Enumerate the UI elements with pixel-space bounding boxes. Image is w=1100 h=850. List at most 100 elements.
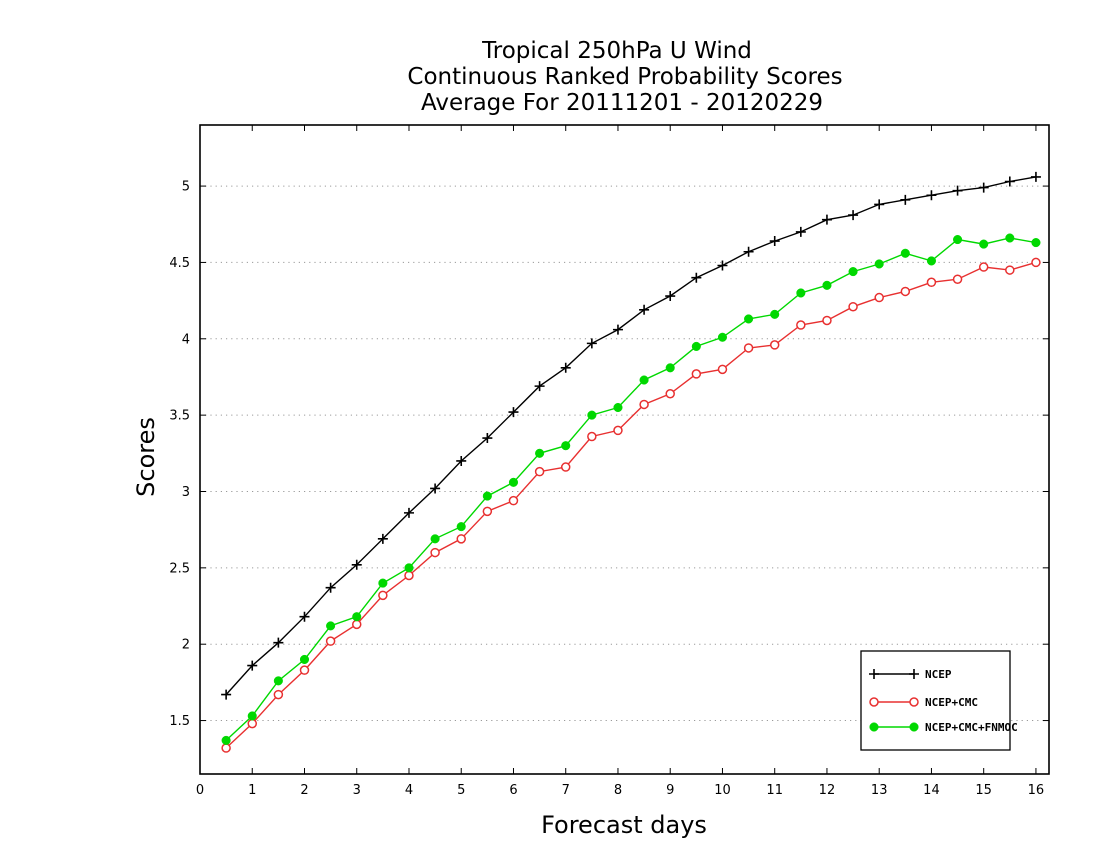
data-point (456, 522, 466, 532)
y-tick-label: 2 (182, 638, 190, 653)
data-point (456, 455, 467, 466)
y-tick-label: 3 (182, 485, 190, 500)
data-point (874, 292, 884, 303)
data-point (665, 291, 676, 302)
data-point (326, 621, 336, 631)
series-line (225, 176, 1037, 696)
data-point (639, 399, 649, 410)
data-point (743, 246, 754, 257)
data-point (1005, 233, 1015, 243)
data-point (717, 332, 728, 342)
data-point (691, 369, 702, 379)
data-point (351, 619, 362, 630)
data-point (221, 689, 232, 700)
data-point (299, 611, 310, 622)
series-layer (221, 171, 1041, 753)
x-tick-label: 15 (975, 783, 992, 798)
data-point (953, 234, 963, 245)
data-point (1031, 257, 1041, 268)
x-tick-label: 5 (457, 783, 465, 798)
x-tick-label: 12 (819, 783, 836, 798)
data-point (869, 669, 879, 679)
data-point (821, 214, 832, 225)
data-point (822, 280, 832, 290)
data-point (612, 324, 623, 335)
data-point (1005, 265, 1015, 275)
series-ncep (221, 171, 1041, 700)
data-point (377, 533, 388, 544)
data-point (900, 286, 911, 297)
y-tick-label: 5 (182, 180, 190, 195)
data-point (247, 660, 258, 671)
y-tick-label: 4 (182, 332, 190, 347)
x-tick-label: 13 (871, 783, 888, 798)
data-point (482, 506, 493, 517)
data-point (613, 425, 623, 436)
data-point (325, 582, 336, 593)
data-point (378, 590, 388, 601)
data-point (221, 743, 231, 753)
data-point (795, 226, 806, 237)
y-tick-label: 4.5 (169, 256, 190, 271)
data-point (848, 267, 858, 277)
data-point (534, 466, 545, 477)
data-point (691, 341, 701, 351)
x-tick-label: 0 (196, 783, 204, 798)
data-point (717, 364, 728, 375)
data-point (900, 194, 911, 205)
data-point (404, 563, 414, 573)
legend-label: NCEP+CMC (925, 696, 978, 709)
data-point (1031, 238, 1041, 248)
data-point (744, 314, 754, 324)
data-point (560, 462, 571, 472)
data-point (535, 448, 545, 458)
x-tick-label: 2 (300, 783, 308, 798)
data-point (909, 669, 919, 679)
data-point (978, 262, 989, 272)
data-point (378, 578, 388, 588)
data-point (586, 338, 597, 349)
data-point (560, 362, 571, 373)
x-tick-label: 9 (666, 783, 674, 798)
legend-label: NCEP+CMC+FNMOC (925, 721, 1018, 734)
data-point (848, 210, 859, 221)
y-tick-label: 1.5 (169, 714, 190, 729)
y-tick-label: 3.5 (169, 409, 190, 424)
plot-frame (199, 124, 1050, 775)
data-point (351, 559, 362, 570)
data-point (743, 343, 754, 353)
chart-title: Tropical 250hPa U Wind Continuous Ranked… (407, 38, 842, 116)
data-point (325, 636, 336, 646)
data-point (796, 320, 806, 330)
data-point (430, 483, 441, 494)
data-point (247, 718, 257, 729)
data-point (639, 304, 650, 315)
data-point (869, 697, 879, 707)
data-point (926, 277, 937, 288)
x-tick-label: 10 (714, 783, 731, 798)
data-point (508, 495, 519, 506)
data-point (273, 689, 284, 700)
data-point (769, 340, 780, 350)
y-tick-label: 2.5 (169, 561, 190, 576)
data-point (482, 491, 492, 501)
title-line-1: Tropical 250hPa U Wind (481, 38, 752, 64)
data-point (848, 301, 858, 312)
data-point (952, 185, 963, 196)
x-axis-title: Forecast days (541, 811, 707, 839)
data-point (299, 665, 310, 675)
data-point (978, 182, 989, 193)
data-point (770, 309, 780, 319)
data-point (869, 722, 879, 732)
data-point (717, 260, 728, 271)
data-point (273, 637, 284, 648)
x-tick-label: 14 (923, 783, 940, 798)
data-point (1004, 176, 1015, 187)
data-point (796, 288, 806, 298)
legend: NCEP NCEP+CMC NCEP+CMC+FNMOC (860, 650, 1018, 751)
x-tick-label: 1 (248, 783, 256, 798)
data-point (979, 239, 989, 249)
data-point (691, 272, 702, 283)
data-point (482, 433, 493, 444)
data-point (909, 697, 919, 707)
